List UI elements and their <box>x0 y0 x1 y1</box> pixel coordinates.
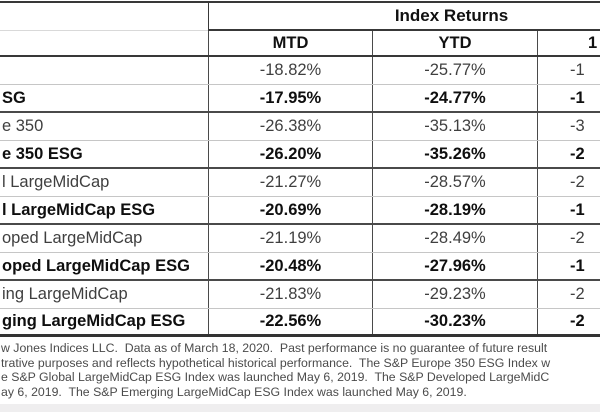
ytd-value: -35.13% <box>372 113 537 140</box>
bottom-edge-band <box>0 404 600 412</box>
third-col-value: -2 <box>537 141 600 167</box>
col-header-third: 1 <box>537 31 600 55</box>
mtd-value: -26.20% <box>208 141 372 167</box>
third-col-value: -2 <box>537 225 600 252</box>
index-name-cell: l LargeMidCap <box>2 173 110 191</box>
mtd-value: -26.38% <box>208 113 372 140</box>
table-row: -18.82% -25.77% -1 <box>0 57 600 85</box>
footnote-line: e S&P Global LargeMidCap ESG Index was l… <box>1 370 550 385</box>
group-header-row: Index Returns <box>0 1 600 31</box>
third-col-value: -2 <box>537 309 600 334</box>
index-name-cell: oped LargeMidCap <box>2 229 143 247</box>
index-name-cell: SG <box>2 88 26 107</box>
col-header-ytd: YTD <box>372 31 537 55</box>
table-row: e 350 ESG -26.20% -35.26% -2 <box>0 141 600 169</box>
index-name-cell <box>0 57 208 84</box>
mtd-value: -20.69% <box>208 197 372 223</box>
index-name-cell: ging LargeMidCap ESG <box>2 312 186 330</box>
index-name-cell: l LargeMidCap ESG <box>2 200 156 219</box>
table-row: e 350 -26.38% -35.13% -3 <box>0 113 600 141</box>
footnote: w Jones Indices LLC. Data as of March 18… <box>1 341 600 399</box>
col-header-third-label: 1 <box>588 33 598 52</box>
index-name-cell: e 350 <box>2 117 44 135</box>
footnote-line: w Jones Indices LLC. Data as of March 18… <box>1 341 548 355</box>
index-name-header-cell <box>0 31 208 55</box>
table-row: oped LargeMidCap ESG -20.48% -27.96% -1 <box>0 253 600 281</box>
ytd-value: -30.23% <box>372 309 537 334</box>
index-returns-table: Index Returns MTD YTD 1 -18.82% -25.77% … <box>0 1 600 337</box>
index-name-header-cell <box>0 3 208 31</box>
ytd-value: -28.19% <box>372 197 537 223</box>
table-row: ing LargeMidCap -21.83% -29.23% -2 <box>0 281 600 309</box>
table-row: l LargeMidCap ESG -20.69% -28.19% -1 <box>0 197 600 225</box>
third-col-value: -2 <box>537 169 600 196</box>
third-col-value: -3 <box>537 113 600 140</box>
third-col-value: -2 <box>537 281 600 308</box>
mtd-value: -17.95% <box>208 85 372 111</box>
mtd-value: -21.19% <box>208 225 372 252</box>
mtd-value: -22.56% <box>208 309 372 334</box>
third-col-value: -1 <box>537 197 600 223</box>
ytd-value: -28.57% <box>372 169 537 196</box>
ytd-value: -27.96% <box>372 253 537 279</box>
mtd-value: -21.27% <box>208 169 372 196</box>
ytd-value: -24.77% <box>372 85 537 111</box>
ytd-value: -35.26% <box>372 141 537 167</box>
table-row: l LargeMidCap -21.27% -28.57% -2 <box>0 169 600 197</box>
mtd-value: -21.83% <box>208 281 372 308</box>
ytd-value: -28.49% <box>372 225 537 252</box>
third-col-value: -1 <box>537 85 600 111</box>
ytd-value: -25.77% <box>372 57 537 84</box>
mtd-value: -20.48% <box>208 253 372 279</box>
column-header-row: MTD YTD 1 <box>0 31 600 57</box>
group-header-cell: Index Returns <box>208 3 600 31</box>
index-name-cell: e 350 ESG <box>2 144 83 163</box>
table-row: SG -17.95% -24.77% -1 <box>0 85 600 113</box>
table-row: oped LargeMidCap -21.19% -28.49% -2 <box>0 225 600 253</box>
third-col-value: -1 <box>537 253 600 279</box>
third-col-value: -1 <box>537 57 600 84</box>
index-name-cell: oped LargeMidCap ESG <box>2 256 190 275</box>
footnote-line: trative purposes and reflects hypothetic… <box>1 355 551 370</box>
col-header-mtd: MTD <box>208 31 372 55</box>
table-row: ging LargeMidCap ESG -22.56% -30.23% -2 <box>0 309 600 337</box>
index-name-cell: ing LargeMidCap <box>2 285 128 303</box>
ytd-value: -29.23% <box>372 281 537 308</box>
mtd-value: -18.82% <box>208 57 372 84</box>
footnote-line: ay 6, 2019. The S&P Emerging LargeMidCap… <box>1 384 467 399</box>
